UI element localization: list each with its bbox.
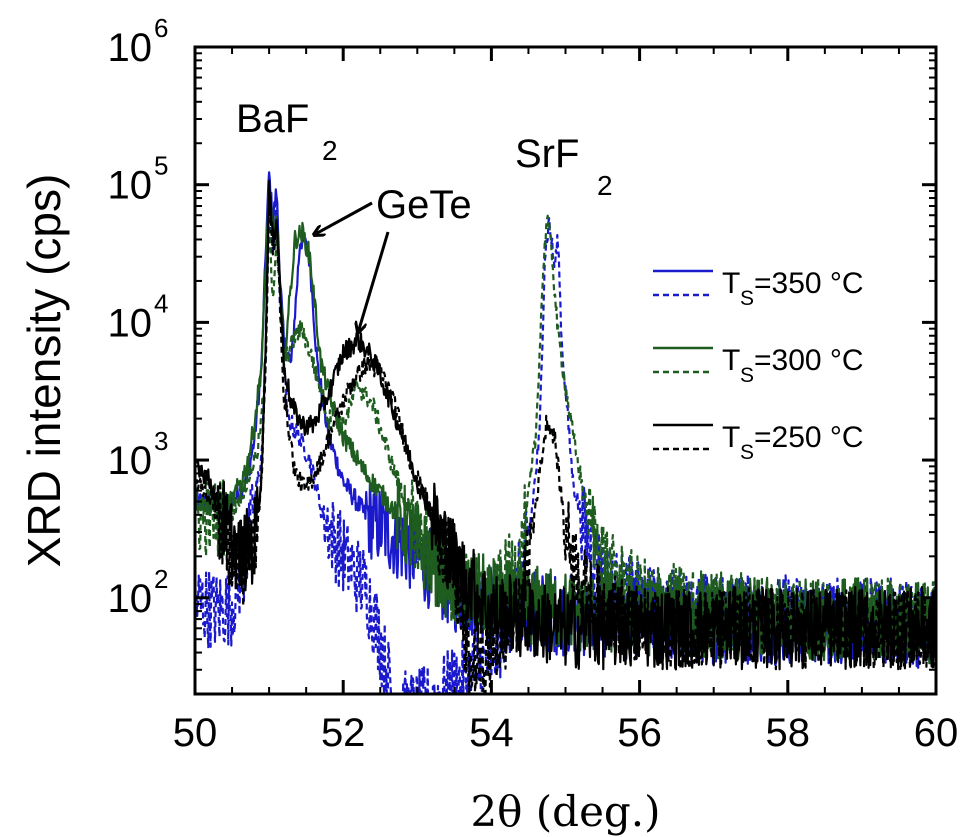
series-250-solid [195, 179, 936, 671]
legend-label: =300 °C [754, 344, 864, 377]
y-tick-label: 10 [108, 164, 153, 208]
y-axis-label: XRD intensity (cps) [18, 174, 70, 568]
x-tick-label: 60 [914, 711, 959, 755]
y-tick-exponent: 5 [154, 151, 168, 181]
legend-label-subscript: S [740, 287, 754, 310]
y-tick-label: 10 [108, 301, 153, 345]
legend-label-prefix: T [722, 267, 740, 300]
legend-label-prefix: T [722, 344, 740, 377]
annotations: BaF 2 SrF 2 GeTe [236, 97, 613, 332]
y-tick-exponent: 4 [154, 288, 168, 318]
gete-arrow-1 [314, 201, 373, 235]
x-axis-label: 2θ (deg.) [470, 787, 660, 836]
annotation-baf2: BaF [236, 97, 309, 141]
annotation-baf2-subscript: 2 [322, 135, 338, 166]
y-tick-exponent: 2 [154, 564, 168, 594]
legend-label-prefix: T [722, 421, 740, 454]
legend-label: =350 °C [754, 267, 864, 300]
gete-arrow-2 [358, 231, 390, 332]
series-250-dashed [195, 195, 936, 694]
y-tick-label: 10 [108, 439, 153, 483]
legend-label: =250 °C [754, 421, 864, 454]
y-tick-label: 10 [108, 26, 153, 70]
series-layer [195, 171, 936, 694]
legend-label-subscript: S [740, 364, 754, 387]
x-tick-label: 50 [173, 711, 218, 755]
legend-label-subscript: S [740, 441, 754, 464]
x-tick-label: 54 [469, 711, 514, 755]
annotation-srf2: SrF [515, 132, 579, 176]
x-tick-label: 58 [766, 711, 811, 755]
x-tick-label: 56 [617, 711, 662, 755]
x-tick-label: 52 [321, 711, 366, 755]
y-tick-exponent: 3 [154, 426, 168, 456]
annotation-gete: GeTe [376, 183, 472, 227]
legend: T S =350 °CT S =300 °CT S =250 °C [653, 267, 864, 464]
y-tick-exponent: 6 [154, 13, 168, 43]
y-tick-label: 10 [108, 577, 153, 621]
annotation-srf2-subscript: 2 [597, 170, 613, 201]
